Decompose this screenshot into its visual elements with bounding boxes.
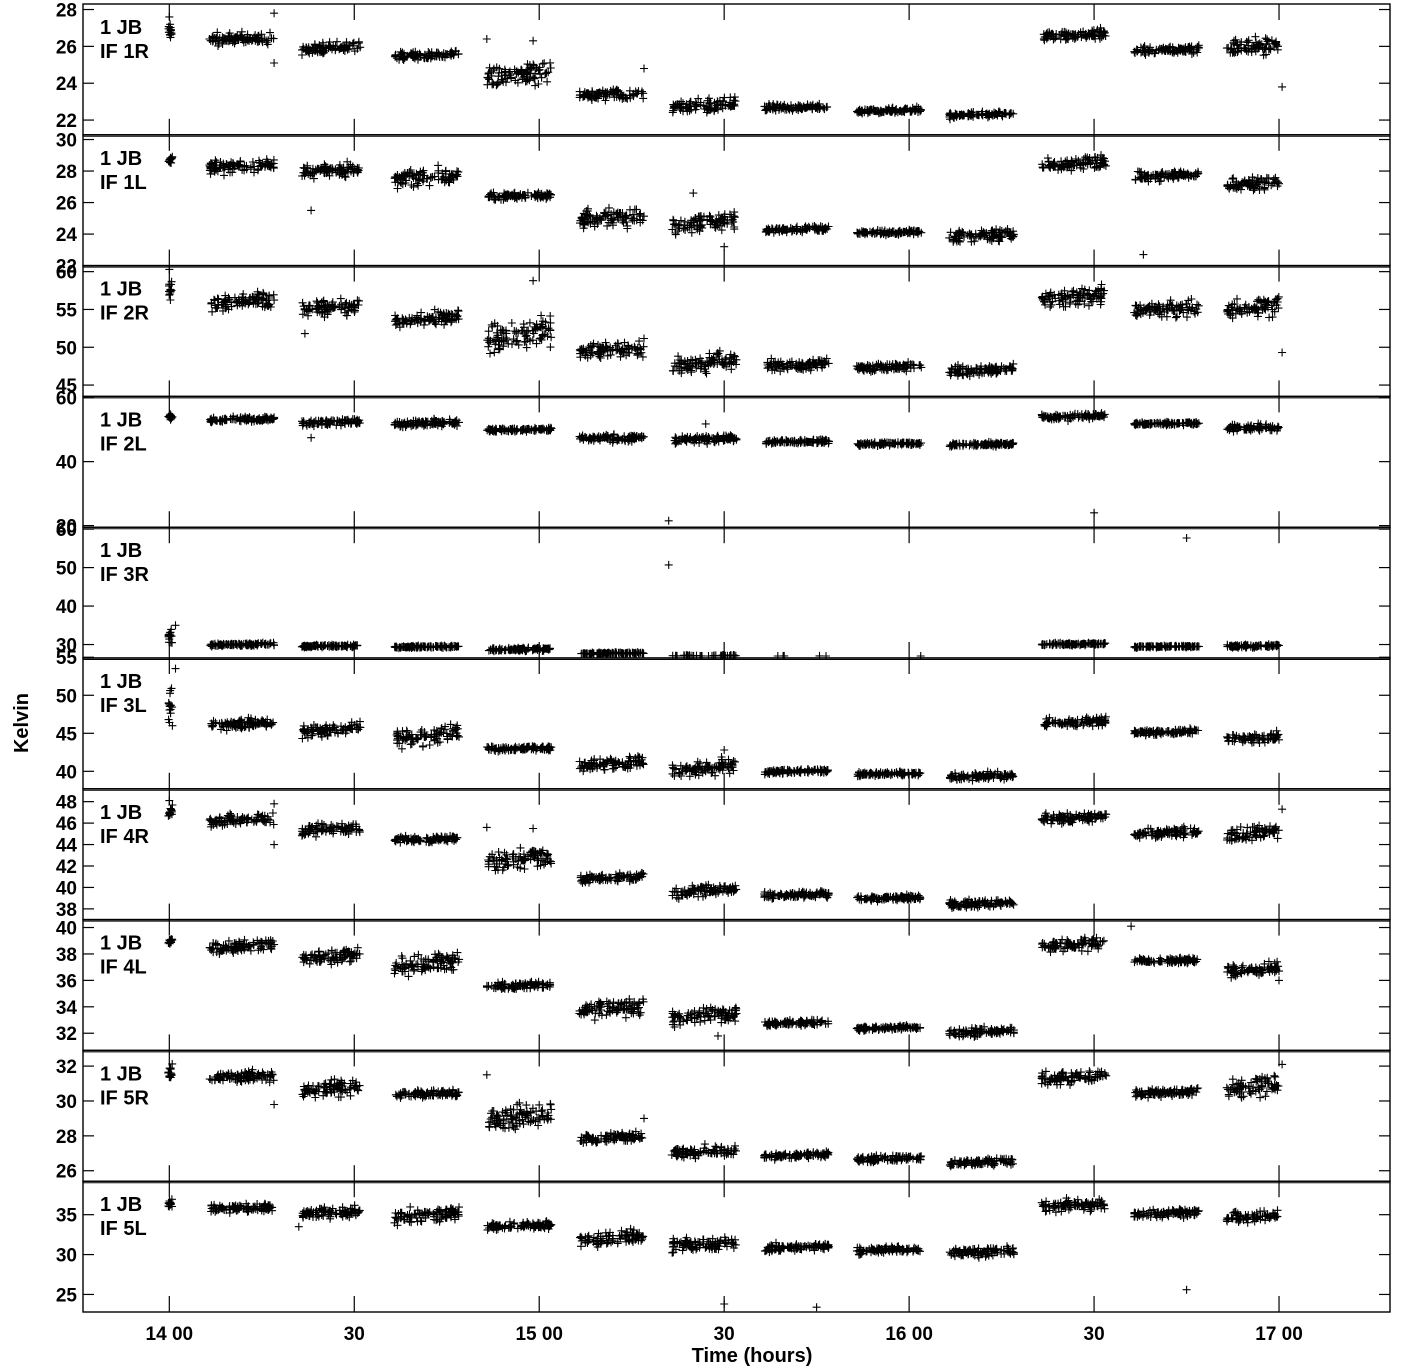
x-tick-label: 30 — [344, 1324, 365, 1345]
panel-frame — [82, 788, 1391, 921]
panel-label-if: IF 5R — [100, 1087, 149, 1109]
data-series-markers — [164, 922, 1283, 1041]
panel-label-if: IF 4L — [100, 957, 147, 979]
y-tick-label: 42 — [56, 857, 77, 878]
panel-label-if: IF 2L — [100, 433, 147, 455]
x-tick-label: 16 00 — [885, 1324, 933, 1345]
data-series-markers — [164, 534, 1283, 660]
y-tick-label: 22 — [56, 257, 77, 278]
panel-label-antenna: 1 JB — [100, 409, 142, 431]
panel-frame — [82, 657, 1391, 790]
panel-label-if: IF 4R — [100, 826, 149, 848]
y-tick-label: 46 — [56, 814, 77, 835]
x-tick-label: 14 00 — [146, 1324, 194, 1345]
panel-frame — [82, 1180, 1391, 1313]
y-tick-label: 50 — [56, 686, 77, 707]
y-tick-label: 28 — [56, 162, 77, 183]
y-tick-label: 60 — [56, 389, 77, 410]
panel-label-antenna: 1 JB — [100, 933, 142, 955]
y-tick-label: 28 — [56, 1, 77, 22]
panel-label-if: IF 1R — [100, 41, 149, 63]
y-tick-label: 22 — [56, 111, 77, 132]
panel-frame — [82, 395, 1391, 528]
y-tick-label: 26 — [56, 194, 77, 215]
y-tick-label: 24 — [56, 74, 78, 95]
y-tick-label: 25 — [56, 1285, 78, 1306]
data-series-markers — [164, 409, 1283, 525]
panel-label-antenna: 1 JB — [100, 671, 142, 693]
data-series-markers — [164, 664, 1283, 785]
panel-label-antenna: 1 JB — [100, 1194, 142, 1216]
panel-label-if: IF 3R — [100, 564, 149, 586]
panel-label-if: IF 5L — [100, 1218, 147, 1240]
y-tick-label: 40 — [56, 453, 77, 474]
x-tick-label: 30 — [714, 1324, 735, 1345]
y-tick-label: 30 — [56, 636, 77, 657]
panel-label-antenna: 1 JB — [100, 802, 142, 824]
panel-label-antenna: 1 JB — [100, 1063, 142, 1085]
y-tick-label: 44 — [56, 836, 78, 857]
y-tick-label: 34 — [56, 998, 78, 1019]
y-tick-label: 40 — [56, 878, 77, 899]
y-tick-label: 38 — [56, 945, 77, 966]
y-axis-title: Kelvin — [11, 693, 33, 753]
panel-label-if: IF 1L — [100, 172, 147, 194]
panel-frame — [82, 526, 1391, 659]
panel-label-antenna: 1 JB — [100, 148, 142, 170]
y-tick-label: 45 — [56, 376, 78, 397]
panel-frame — [82, 918, 1391, 1052]
y-tick-label: 26 — [56, 37, 77, 58]
data-series-markers — [164, 1059, 1287, 1171]
y-tick-label: 45 — [56, 724, 78, 745]
y-tick-label: 55 — [56, 300, 78, 321]
x-axis-title: Time (hours) — [692, 1345, 813, 1367]
y-tick-label: 28 — [56, 1127, 77, 1148]
y-tick-label: 40 — [56, 762, 77, 783]
data-series-markers — [164, 151, 1283, 259]
y-tick-label: 35 — [56, 1206, 78, 1227]
data-series-markers — [164, 9, 1287, 124]
x-tick-label: 17 00 — [1255, 1324, 1303, 1345]
y-tick-label: 30 — [56, 131, 77, 152]
y-tick-label: 30 — [56, 1246, 77, 1267]
y-tick-label: 55 — [56, 648, 78, 669]
y-tick-label: 50 — [56, 338, 77, 359]
x-tick-label: 15 00 — [515, 1324, 563, 1345]
y-tick-label: 20 — [56, 517, 77, 538]
panel-frame — [82, 134, 1391, 267]
panel-frame — [82, 264, 1391, 398]
y-tick-label: 32 — [56, 1024, 77, 1045]
y-tick-label: 40 — [56, 597, 77, 618]
y-tick-label: 48 — [56, 793, 77, 814]
panel-label-antenna: 1 JB — [100, 279, 142, 301]
data-series-markers — [165, 265, 1287, 381]
panel-label-antenna: 1 JB — [100, 540, 142, 562]
x-axis-group: 14 00 30 15 00 30 16 00 30 17 00 — [146, 1324, 1303, 1345]
y-tick-label: 40 — [56, 919, 77, 940]
y-tick-label: 36 — [56, 971, 77, 992]
y-tick-label: 60 — [56, 520, 77, 541]
y-tick-label: 32 — [56, 1057, 77, 1078]
data-series-markers — [164, 1194, 1282, 1312]
y-tick-label: 60 — [56, 263, 77, 284]
data-markers-group — [164, 9, 1287, 1312]
y-tick-label: 38 — [56, 900, 77, 921]
y-tick-label: 24 — [56, 225, 78, 246]
x-tick-label: 30 — [1084, 1324, 1105, 1345]
panel-label-if: IF 2R — [100, 303, 149, 325]
panel-label-if: IF 3L — [100, 695, 147, 717]
panel-frame — [82, 1049, 1391, 1182]
y-tick-label: 50 — [56, 559, 77, 580]
panel-label-antenna: 1 JB — [100, 17, 142, 39]
data-series-markers — [164, 796, 1287, 912]
y-tick-label: 26 — [56, 1162, 77, 1183]
y-tick-label: 30 — [56, 1092, 77, 1113]
panel-frame — [82, 3, 1391, 136]
